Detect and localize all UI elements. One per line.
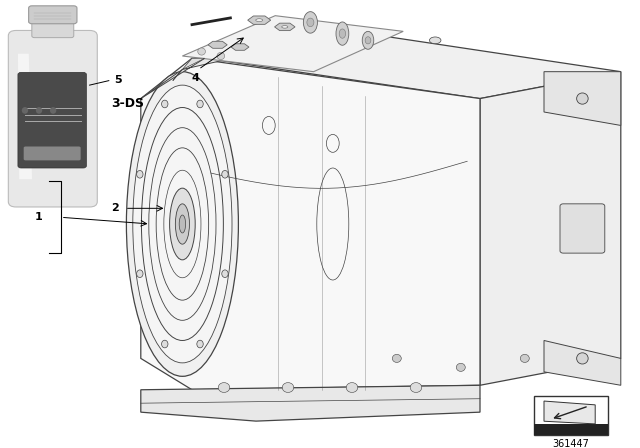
Ellipse shape [164,170,201,278]
Ellipse shape [365,37,371,44]
Ellipse shape [346,383,358,392]
FancyBboxPatch shape [29,6,77,24]
Ellipse shape [362,31,374,49]
Ellipse shape [456,363,465,371]
Text: 2: 2 [111,203,118,213]
Polygon shape [141,385,480,421]
Ellipse shape [577,353,588,364]
Ellipse shape [282,383,294,392]
Ellipse shape [263,41,275,48]
Ellipse shape [392,354,401,362]
Ellipse shape [282,26,288,28]
Polygon shape [182,16,403,72]
Ellipse shape [222,270,228,277]
Ellipse shape [141,108,223,340]
Ellipse shape [218,383,230,392]
Polygon shape [141,58,480,390]
Polygon shape [141,31,352,99]
Ellipse shape [577,93,588,104]
Text: 1: 1 [35,212,43,222]
Ellipse shape [520,354,529,362]
Ellipse shape [429,37,441,43]
Ellipse shape [256,19,262,22]
Ellipse shape [198,48,205,55]
Polygon shape [544,72,621,125]
Ellipse shape [222,171,228,178]
Ellipse shape [36,107,42,114]
Ellipse shape [161,340,168,348]
FancyBboxPatch shape [24,146,81,160]
Ellipse shape [170,188,195,260]
Ellipse shape [410,383,422,392]
FancyBboxPatch shape [8,30,97,207]
FancyBboxPatch shape [18,72,86,168]
Ellipse shape [126,72,238,376]
Ellipse shape [22,107,28,114]
Ellipse shape [133,85,232,363]
Ellipse shape [161,100,168,108]
Ellipse shape [339,29,346,38]
FancyBboxPatch shape [560,204,605,253]
Polygon shape [18,54,32,179]
Ellipse shape [303,12,317,33]
Ellipse shape [50,107,56,114]
Bar [534,424,608,435]
Ellipse shape [175,204,189,244]
Polygon shape [480,72,621,385]
Polygon shape [248,16,271,24]
Ellipse shape [156,148,209,300]
Text: 3-DS: 3-DS [111,96,145,110]
Polygon shape [231,44,249,50]
Polygon shape [173,58,205,81]
Ellipse shape [217,52,225,60]
Polygon shape [275,23,295,30]
Ellipse shape [136,171,143,178]
Polygon shape [544,340,621,385]
Ellipse shape [148,128,216,320]
Ellipse shape [197,100,204,108]
Bar [534,396,608,435]
Polygon shape [205,31,621,99]
Polygon shape [208,41,227,48]
Ellipse shape [307,18,314,27]
Text: 5: 5 [114,75,122,85]
Ellipse shape [136,270,143,277]
Ellipse shape [179,215,186,233]
Ellipse shape [336,22,349,45]
Polygon shape [544,401,595,424]
Ellipse shape [346,26,358,33]
Ellipse shape [197,340,204,348]
FancyBboxPatch shape [32,20,74,38]
Text: 4: 4 [191,73,199,82]
Ellipse shape [20,194,86,200]
Text: 361447: 361447 [553,439,589,448]
